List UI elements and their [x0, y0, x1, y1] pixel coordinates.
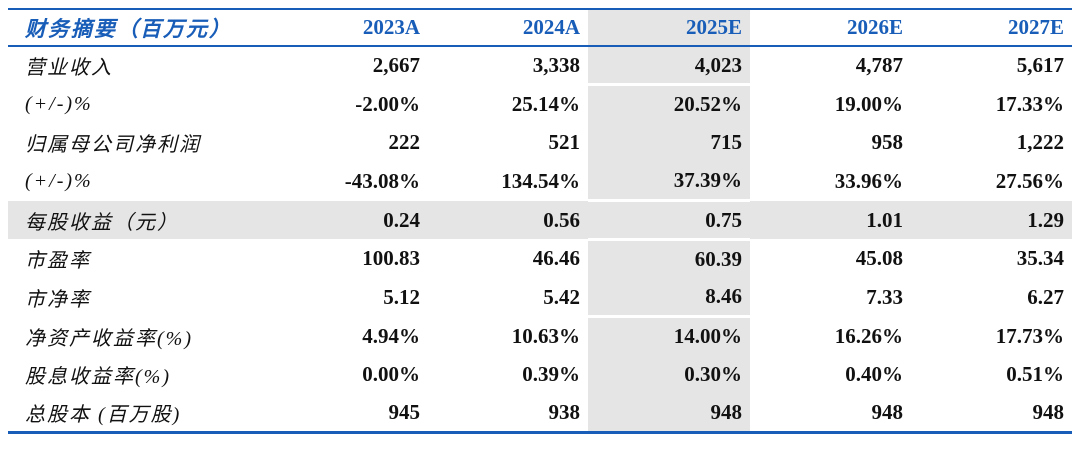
row-label: 总股本 (百万股) — [25, 404, 182, 427]
cell-2025e: 60.39 — [588, 239, 750, 279]
table-header-row: 财务摘要（百万元） 2023A 2024A 2025E 2026E 2027E — [8, 9, 1072, 47]
cell-2024a: 5.42 — [543, 284, 580, 309]
cell-2027e: 5,617 — [1016, 53, 1064, 78]
cell-2026e: 0.40% — [845, 362, 903, 387]
cell-2027e: 17.33% — [995, 91, 1064, 116]
financial-summary-table: 财务摘要（百万元） 2023A 2024A 2025E 2026E 2027E … — [8, 8, 1072, 435]
cell-2025e: 715 — [588, 123, 750, 163]
row-label: 每股收益（元） — [8, 200, 260, 240]
row-label: (+/-)% — [25, 169, 93, 192]
row-label: 净资产收益率(%) — [25, 327, 193, 350]
cell-2024a: 938 — [548, 400, 581, 425]
table-row: 营业收入 2,667 3,338 4,023 4,787 5,617 — [8, 46, 1072, 87]
table-row: 净资产收益率(%) 4.94% 10.63% 14.00% 16.26% 17.73% — [8, 316, 1072, 356]
cell-2026e: 948 — [871, 400, 904, 425]
cell-2025e: 20.52% — [588, 84, 750, 124]
cell-2025e: 0.30% — [588, 355, 750, 395]
cell-2023a: 2,667 — [372, 53, 420, 78]
cell-2026e: 19.00% — [834, 91, 903, 116]
cell-2023a: 945 — [388, 400, 421, 425]
cell-2023a: 0.24 — [260, 200, 428, 240]
table-row: 总股本 (百万股) 945 938 948 948 948 — [8, 394, 1072, 433]
column-header-2026e: 2026E — [750, 9, 911, 47]
cell-2024a: 3,338 — [532, 53, 580, 78]
cell-2026e: 16.26% — [834, 323, 903, 348]
cell-2025e: 948 — [588, 394, 750, 433]
column-header-2023a: 2023A — [260, 9, 428, 47]
cell-2027e: 0.51% — [1006, 362, 1064, 387]
cell-2023a: 222 — [388, 130, 421, 155]
cell-2026e: 4,787 — [855, 53, 903, 78]
cell-2024a: 46.46 — [532, 246, 580, 271]
cell-2025e: 4,023 — [588, 46, 750, 87]
cell-2027e: 1.29 — [911, 200, 1072, 240]
column-header-2024a: 2024A — [428, 9, 588, 47]
table-row: 每股收益（元） 0.24 0.56 0.75 1.01 1.29 — [8, 200, 1072, 241]
cell-2027e: 27.56% — [995, 168, 1064, 193]
cell-2023a: -43.08% — [344, 168, 420, 193]
cell-2025e: 14.00% — [588, 316, 750, 356]
cell-2023a: 5.12 — [383, 284, 420, 309]
cell-2027e: 1,222 — [1016, 130, 1064, 155]
table-row: 股息收益率(%) 0.00% 0.39% 0.30% 0.40% 0.51% — [8, 355, 1072, 395]
cell-2026e: 1.01 — [750, 200, 911, 240]
cell-2027e: 948 — [1032, 400, 1065, 425]
cell-2025e: 0.75 — [588, 200, 750, 241]
table-row: (+/-)% -43.08% 134.54% 37.39% 33.96% 27.56% — [8, 162, 1072, 203]
row-label: 市盈率 — [25, 250, 91, 273]
financial-summary-section: 财务摘要（百万元） 2023A 2024A 2025E 2026E 2027E … — [8, 8, 1072, 435]
row-label: (+/-)% — [25, 92, 93, 115]
cell-2026e: 7.33 — [866, 284, 903, 309]
cell-2027e: 6.27 — [1027, 284, 1064, 309]
cell-2027e: 17.73% — [995, 323, 1064, 348]
cell-2023a: 0.00% — [362, 362, 420, 387]
cell-2024a: 0.39% — [522, 362, 580, 387]
column-header-2027e: 2027E — [911, 9, 1072, 47]
cell-2026e: 33.96% — [834, 168, 903, 193]
table-row: 归属母公司净利润 222 521 715 958 1,222 — [8, 123, 1072, 163]
cell-2025e: 37.39% — [588, 162, 750, 203]
cell-2023a: -2.00% — [355, 91, 420, 116]
cell-2023a: 100.83 — [362, 246, 420, 271]
cell-2026e: 958 — [871, 130, 904, 155]
cell-2023a: 4.94% — [362, 323, 420, 348]
row-label: 股息收益率(%) — [25, 366, 171, 389]
cell-2025e: 8.46 — [588, 278, 750, 319]
cell-2027e: 35.34 — [1016, 246, 1064, 271]
cell-2024a: 0.56 — [428, 200, 588, 240]
table-row: 市净率 5.12 5.42 8.46 7.33 6.27 — [8, 278, 1072, 319]
table-body: 营业收入 2,667 3,338 4,023 4,787 5,617 (+/-)% -2.00… — [8, 46, 1072, 433]
cell-2024a: 134.54% — [501, 168, 580, 193]
table-title: 财务摘要（百万元） — [8, 9, 260, 47]
table-row: (+/-)% -2.00% 25.14% 20.52% 19.00% 17.33% — [8, 84, 1072, 124]
cell-2024a: 25.14% — [511, 91, 580, 116]
cell-2024a: 521 — [548, 130, 581, 155]
column-header-2025e: 2025E — [588, 9, 750, 47]
row-label: 营业收入 — [25, 57, 113, 80]
row-label: 归属母公司净利润 — [25, 134, 201, 157]
cell-2024a: 10.63% — [511, 323, 580, 348]
table-row: 市盈率 100.83 46.46 60.39 45.08 35.34 — [8, 239, 1072, 279]
cell-2026e: 45.08 — [855, 246, 903, 271]
row-label: 市净率 — [25, 288, 91, 311]
